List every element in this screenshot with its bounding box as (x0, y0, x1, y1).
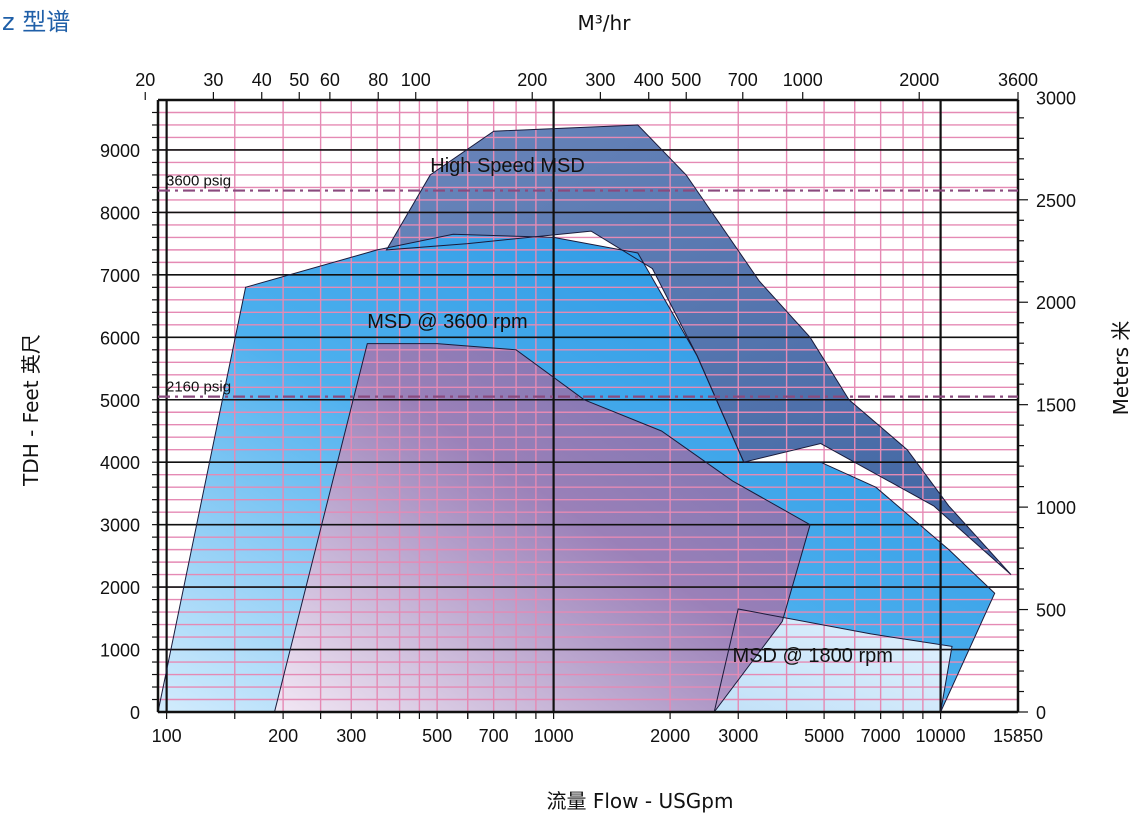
region-high-speed-msd-outline (385, 124, 1012, 575)
axes-layer: 100 200 300 500 700 1000 2000 3000 5000 7000 10000… (100, 70, 1076, 746)
region-high-speed-msd-label: High Speed MSD (430, 155, 585, 177)
left-tick-label: 1000 (100, 641, 140, 661)
top-tick-label: 30 (203, 70, 223, 90)
left-tick-label: 4000 (100, 453, 140, 473)
region-msd-1800-rpm-label: MSD @ 1800 rpm (733, 645, 893, 667)
labels-layer: 3600 psig 2160 psig High Speed MSD MSD @ 36… (19, 11, 1133, 813)
left-tick-label: 5000 (100, 391, 140, 411)
grid-layer (158, 100, 1018, 713)
region-overlap (274, 343, 811, 712)
top-tick-label: 60 (320, 70, 340, 90)
bottom-tick-label: 3000 (718, 726, 758, 746)
right-tick-label: 1000 (1036, 498, 1076, 518)
right-tick-label: 0 (1036, 703, 1046, 723)
bottom-tick-label: 7000 (861, 726, 901, 746)
top-tick-label: 700 (728, 70, 758, 90)
top-tick-label: 300 (585, 70, 615, 90)
y-axis-title: TDH - Feet 英尺 (19, 334, 43, 487)
top-tick-label: 50 (289, 70, 309, 90)
right-tick-label: 2500 (1036, 191, 1076, 211)
bottom-tick-label: 1000 (534, 726, 574, 746)
bottom-tick-label: 300 (336, 726, 366, 746)
page-title: z 型谱 (2, 8, 71, 36)
left-tick-label: 3000 (100, 516, 140, 536)
region-msd-3600-rpm-outline (157, 233, 996, 713)
y2-axis-title: Meters 米 (1109, 321, 1133, 416)
left-tick-label: 8000 (100, 203, 140, 223)
bottom-tick-label: 100 (152, 726, 182, 746)
left-tick-label: 0 (130, 703, 140, 723)
top-tick-label: 20 (135, 70, 155, 90)
left-tick-label: 9000 (100, 141, 140, 161)
left-tick-label: 6000 (100, 328, 140, 348)
x2-axis-title: M³/hr (578, 11, 632, 35)
top-tick-label: 100 (401, 70, 431, 90)
right-tick-label: 2000 (1036, 293, 1076, 313)
top-tick-label: 2000 (899, 70, 939, 90)
x-axis-title: 流量 Flow - USGpm (547, 789, 734, 813)
left-tick-label: 7000 (100, 266, 140, 286)
bottom-tick-label: 2000 (650, 726, 690, 746)
top-tick-label: 200 (517, 70, 547, 90)
region-overlap-outline (273, 343, 811, 713)
region-msd-3600-rpm-label: MSD @ 3600 rpm (367, 311, 527, 333)
top-tick-label: 80 (368, 70, 388, 90)
top-tick-label: 40 (252, 70, 272, 90)
top-tick-label: 500 (671, 70, 701, 90)
region-msd-1800-rpm (714, 609, 952, 712)
left-tick-label: 2000 (100, 578, 140, 598)
top-tick-label: 400 (634, 70, 664, 90)
bottom-tick-label: 500 (422, 726, 452, 746)
bottom-tick-label: 5000 (804, 726, 844, 746)
top-tick-label: 3600 (998, 70, 1038, 90)
right-tick-label: 3000 (1036, 88, 1076, 108)
bottom-tick-label: 15850 (993, 726, 1043, 746)
right-tick-label: 500 (1036, 601, 1066, 621)
bottom-tick-label: 700 (479, 726, 509, 746)
reference-line-label: 3600 psig (166, 173, 231, 190)
top-tick-label: 1000 (783, 70, 823, 90)
bottom-tick-label: 200 (268, 726, 298, 746)
reference-line-label: 2160 psig (166, 379, 231, 396)
right-tick-label: 1500 (1036, 396, 1076, 416)
outline-layer (157, 124, 1012, 713)
bottom-tick-label: 10000 (916, 726, 966, 746)
